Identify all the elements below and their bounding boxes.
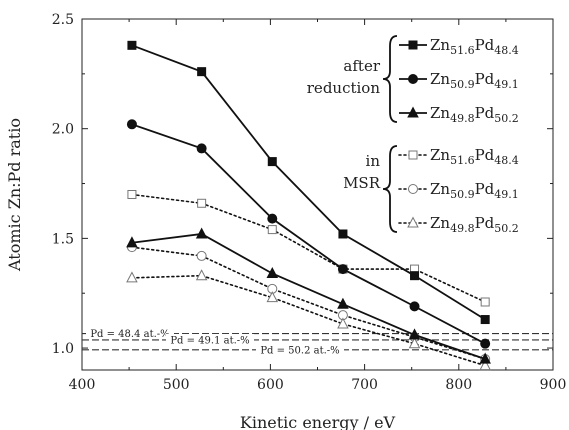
legend-entry: Zn50.9Pd49.1 xyxy=(430,70,519,91)
data-point xyxy=(197,198,207,208)
reference-label-bg xyxy=(256,343,344,355)
data-point xyxy=(267,157,277,167)
series-5 xyxy=(126,269,491,371)
data-point xyxy=(408,337,421,349)
y-tick-label: 2.5 xyxy=(52,12,74,28)
series-2 xyxy=(126,227,491,364)
y-axis-label: Atomic Zn:Pd ratio xyxy=(5,118,24,272)
reference-label: Pd = 49.1 at.-% xyxy=(170,335,249,346)
legend-entry: Zn49.8Pd50.2 xyxy=(430,214,519,235)
legend-entry: Zn50.9Pd49.1 xyxy=(430,180,519,201)
x-tick-label: 400 xyxy=(69,377,96,393)
data-point xyxy=(196,143,207,154)
reference-lines: Pd = 48.4 at.-%Pd = 49.1 at.-% Pd = 50.2 … xyxy=(82,327,553,356)
data-point xyxy=(197,67,207,77)
data-point xyxy=(126,119,137,130)
y-tick-label: 1.5 xyxy=(52,231,74,247)
legend-marker xyxy=(407,106,419,118)
reference-label: Pd = 48.4 at.-% xyxy=(90,329,169,340)
legend-marker xyxy=(408,184,418,194)
legend-group-label: after xyxy=(343,57,380,75)
series-line xyxy=(131,274,486,367)
x-tick-label: 500 xyxy=(163,377,190,393)
data-point xyxy=(195,227,208,239)
series-line xyxy=(131,233,486,360)
series-line xyxy=(131,44,486,321)
data-point xyxy=(196,250,207,261)
x-tick-label: 900 xyxy=(540,377,567,393)
data-point xyxy=(195,269,208,281)
series-line xyxy=(131,246,486,360)
reference-label-bg xyxy=(86,327,174,339)
x-tick-label: 800 xyxy=(445,377,472,393)
data-point xyxy=(266,266,279,279)
series-1 xyxy=(126,119,491,349)
x-axis-label: Kinetic energy / eV xyxy=(240,413,396,430)
legend: Zn51.6Pd48.4 Zn50.9Pd49.1 Zn49.8Pd50.2 Zn51… xyxy=(307,35,519,235)
series-0 xyxy=(127,40,490,325)
data-point xyxy=(410,271,420,281)
x-tick-label: 600 xyxy=(257,377,284,393)
data-point xyxy=(480,315,490,325)
data-point xyxy=(479,359,491,371)
reference-label-bg xyxy=(166,333,254,345)
data-point xyxy=(126,271,138,283)
legend-marker xyxy=(408,74,418,84)
data-point xyxy=(480,338,491,349)
legend-marker xyxy=(407,216,419,228)
data-point xyxy=(267,213,278,224)
data-point xyxy=(479,352,491,364)
series-line xyxy=(131,123,486,345)
legend-marker xyxy=(408,150,418,160)
legend-entry: Zn51.6Pd48.4 xyxy=(430,36,519,57)
data-point xyxy=(338,229,348,239)
data-point xyxy=(337,297,349,309)
data-point xyxy=(408,328,421,340)
data-point xyxy=(337,317,349,329)
data-point xyxy=(409,301,420,312)
legend-brace xyxy=(382,145,398,233)
data-point xyxy=(126,236,138,248)
legend-marker xyxy=(408,40,418,50)
x-tick-label: 700 xyxy=(351,377,378,393)
y-tick-label: 1.0 xyxy=(52,341,74,357)
legend-brace xyxy=(382,35,398,123)
legend-group-label: reduction xyxy=(307,79,381,97)
y-tick-label: 2.0 xyxy=(52,122,74,138)
reference-label: Pd = 50.2 at.-% xyxy=(260,345,339,356)
series-line xyxy=(131,193,486,303)
legend-group-label: in xyxy=(366,152,381,170)
legend-entry: Zn49.8Pd50.2 xyxy=(430,104,519,125)
axes: 400 500 600 700 800 900 1.0 1.5 2.0 2.5 xyxy=(52,12,567,393)
data-point xyxy=(127,190,137,199)
data-point xyxy=(337,264,348,275)
data-point xyxy=(267,225,277,235)
legend-entry: Zn51.6Pd48.4 xyxy=(430,146,519,167)
data-point xyxy=(480,297,490,307)
series-layer xyxy=(126,40,491,371)
legend-group-label: MSR xyxy=(343,174,381,192)
data-point xyxy=(266,291,279,303)
data-point xyxy=(127,40,137,50)
